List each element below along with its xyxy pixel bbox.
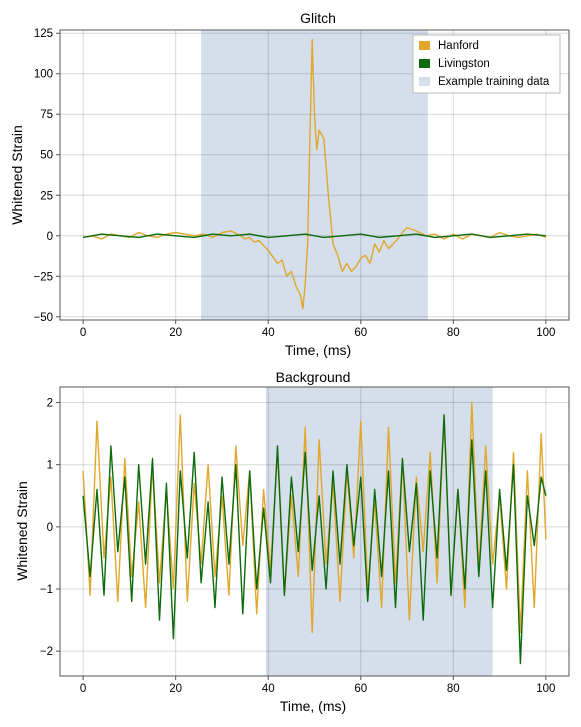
background-x-tick-label: 80 [447,683,460,695]
legend-label-hanford: Hanford [438,40,479,52]
glitch-ticks: 0 20 40 60 80 100 −50 −25 0 25 50 75 100 125 [33,28,555,339]
background-x-tick-label: 40 [262,683,275,695]
glitch-training-region [201,30,428,320]
background-x-tick-label: 0 [80,683,86,695]
background-title: Background [276,369,351,385]
background-y-tick-label: 1 [47,460,53,472]
background-ticks: 0 20 40 60 80 100 −2 −1 0 1 2 [40,398,556,695]
glitch-y-tick-label: 25 [40,190,53,202]
background-y-tick-label: 0 [47,522,53,534]
glitch-x-tick-label: 0 [80,327,86,339]
background-x-axis-label: Time, (ms) [280,698,346,714]
glitch-x-axis-label: Time, (ms) [285,342,351,358]
glitch-x-tick-label: 40 [262,327,275,339]
glitch-y-tick-label: 100 [34,69,53,81]
glitch-y-axis-label: Whitened Strain [9,125,25,225]
background-y-tick-label: −2 [40,646,53,658]
glitch-y-tick-label: 125 [34,28,53,40]
glitch-x-tick-label: 100 [536,327,555,339]
background-x-tick-label: 100 [536,683,555,695]
legend-swatch-livingston [419,59,430,68]
legend-label-training: Example training data [438,76,550,88]
background-y-axis-label: Whitened Strain [14,481,30,581]
background-y-tick-label: 2 [47,398,53,410]
glitch-x-tick-label: 60 [354,327,367,339]
glitch-title: Glitch [300,10,336,26]
glitch-panel: Glitch 0 20 40 60 80 100 −50 −25 0 25 50 75 100 125 T… [9,10,570,358]
background-y-tick-label: −1 [40,584,53,596]
glitch-frame [59,29,570,321]
background-frame [59,386,570,677]
legend-swatch-hanford [419,41,430,50]
legend: Hanford Livingston Example training data [412,34,561,94]
glitch-y-tick-label: 0 [47,231,53,243]
glitch-y-tick-label: −50 [33,312,53,324]
glitch-y-tick-label: −25 [33,271,53,283]
background-x-tick-label: 60 [354,683,367,695]
glitch-series-lines [82,39,547,310]
glitch-series-hanford [82,39,547,310]
glitch-y-tick-label: 50 [40,150,53,162]
glitch-series-livingston [82,233,546,239]
glitch-y-tick-label: 75 [40,109,53,121]
background-series-lines [82,401,547,665]
legend-box [412,34,561,94]
legend-label-livingston: Livingston [438,58,490,70]
glitch-x-tick-label: 20 [169,327,182,339]
background-series-livingston [82,414,547,665]
background-x-tick-label: 20 [169,683,182,695]
background-panel: Background 0 20 40 60 80 100 −2 −1 0 1 2 Time, (ms… [14,369,570,714]
glitch-x-tick-label: 80 [447,327,460,339]
legend-swatch-training [419,77,430,86]
